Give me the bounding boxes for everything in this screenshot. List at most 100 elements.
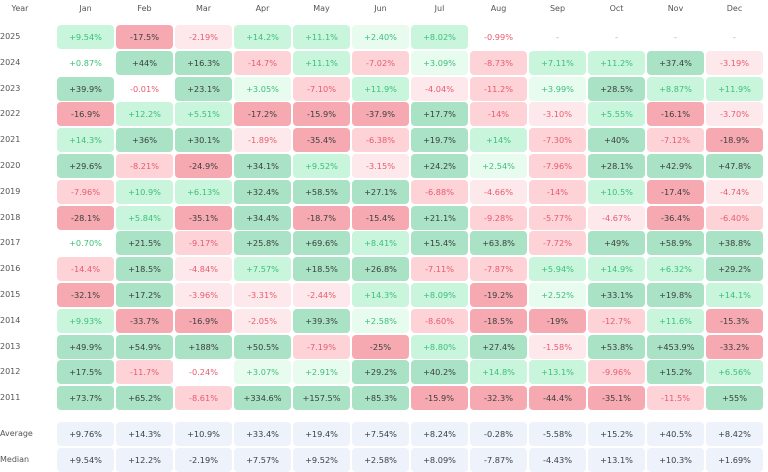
heatmap-cell: +14.1%	[706, 283, 763, 307]
heatmap-cell: -33.2%	[706, 334, 763, 359]
heatmap-cell: +6.56%	[706, 360, 763, 385]
heatmap-cell: -35.1%	[588, 386, 645, 411]
row-label-2016: 2016	[0, 264, 21, 274]
heatmap-cell: -15.9%	[411, 386, 468, 411]
heatmap-cell: +40.2%	[411, 360, 468, 385]
heatmap-cell: +9.52%	[293, 154, 350, 178]
summary-cell: +15.2%	[588, 422, 645, 446]
heatmap-cell: -2.19%	[175, 25, 232, 49]
heatmap-cell: -19%	[529, 308, 586, 333]
heatmap-cell: +49%	[588, 231, 645, 256]
heatmap-cell: +14.8%	[470, 360, 527, 385]
row-label-2017: 2017	[0, 238, 21, 248]
heatmap-cell: -37.9%	[352, 102, 409, 127]
heatmap-cell: -9.17%	[175, 231, 232, 256]
heatmap-cell: -14%	[529, 179, 586, 204]
heatmap-cell: +334.6%	[234, 386, 291, 411]
heatmap-cell: -18.9%	[706, 128, 763, 153]
heatmap-cell: +65.2%	[116, 386, 173, 411]
heatmap-cell: -7.72%	[529, 231, 586, 256]
heatmap-cell: +2.91%	[293, 360, 350, 385]
heatmap-cell: +7.11%	[529, 50, 586, 75]
heatmap-cell: +15.4%	[411, 231, 468, 256]
heatmap-cell: +5.51%	[175, 102, 232, 127]
heatmap-cell: -	[556, 32, 559, 42]
heatmap-cell: +8.41%	[352, 231, 409, 256]
heatmap-cell: -11.5%	[647, 386, 704, 411]
summary-cell: +40.5%	[647, 422, 704, 446]
heatmap-cell: -1.89%	[234, 128, 291, 153]
heatmap-cell: +55%	[706, 386, 763, 411]
heatmap-cell: -0.24%	[189, 367, 218, 378]
heatmap-cell: +19.7%	[411, 128, 468, 153]
row-label-2023: 2023	[0, 83, 21, 93]
summary-cell: -2.19%	[175, 448, 232, 472]
summary-cell: -4.43%	[529, 448, 586, 472]
column-header-jul: Jul	[434, 4, 445, 13]
heatmap-cell: +19.8%	[647, 283, 704, 307]
heatmap-cell: -6.40%	[706, 205, 763, 230]
row-label-2015: 2015	[0, 290, 21, 299]
heatmap-cell: -9.28%	[470, 205, 527, 230]
heatmap-cell: -3.70%	[706, 102, 763, 127]
heatmap-cell: +14.3%	[352, 283, 409, 307]
heatmap-cell: -18.7%	[293, 205, 350, 230]
heatmap-cell: +30.1%	[175, 128, 232, 153]
summary-label-median: Median	[0, 455, 30, 464]
heatmap-cell: +5.55%	[588, 102, 645, 127]
heatmap-cell: -3.31%	[234, 283, 291, 307]
summary-cell: +8.42%	[706, 422, 763, 446]
heatmap-cell: -4.67%	[588, 205, 645, 230]
heatmap-cell: +50.5%	[234, 334, 291, 359]
heatmap-cell: +3.09%	[411, 50, 468, 75]
heatmap-cell: +10.5%	[588, 179, 645, 204]
heatmap-cell: -0.01%	[130, 83, 159, 94]
heatmap-cell: -7.10%	[293, 76, 350, 101]
heatmap-cell: +2.52%	[529, 283, 586, 307]
heatmap-cell: +9.54%	[57, 25, 114, 49]
heatmap-cell: +11.9%	[706, 76, 763, 101]
heatmap-cell: +8.87%	[647, 76, 704, 101]
summary-cell: -5.58%	[529, 422, 586, 446]
row-label-2019: 2019	[0, 186, 21, 196]
heatmap-cell: +63.8%	[470, 231, 527, 256]
heatmap-cell: +5.84%	[116, 205, 173, 230]
heatmap-cell: +44%	[116, 50, 173, 75]
heatmap-cell: +188%	[175, 334, 232, 359]
column-header-sep: Sep	[549, 4, 566, 13]
heatmap-cell: +18.5%	[293, 257, 350, 282]
heatmap-cell: -1.58%	[529, 334, 586, 359]
summary-cell: +2.58%	[352, 448, 409, 472]
heatmap-cell: +14.9%	[588, 257, 645, 282]
heatmap-cell: +17.2%	[116, 283, 173, 307]
heatmap-cell: +5.94%	[529, 257, 586, 282]
heatmap-cell: -3.96%	[175, 283, 232, 307]
summary-label-average: Average	[0, 429, 33, 438]
column-header-apr: Apr	[255, 4, 270, 13]
heatmap-cell: -14.4%	[57, 257, 114, 282]
summary-cell: +14.3%	[116, 422, 173, 446]
heatmap-cell: +17.7%	[411, 102, 468, 127]
heatmap-cell: +54.9%	[116, 334, 173, 359]
heatmap-cell: -14%	[470, 102, 527, 127]
heatmap-cell: -4.66%	[470, 179, 527, 204]
heatmap-cell: +33.1%	[588, 283, 645, 307]
heatmap-cell: +21.5%	[116, 231, 173, 256]
column-header-oct: Oct	[609, 4, 624, 13]
heatmap-cell: +42.9%	[647, 154, 704, 178]
heatmap-cell: -9.96%	[588, 360, 645, 385]
heatmap-cell: -16.1%	[647, 102, 704, 127]
heatmap-cell: +2.40%	[352, 25, 409, 49]
heatmap-cell: -15.4%	[352, 205, 409, 230]
heatmap-cell: -4.74%	[706, 179, 763, 204]
heatmap-cell: -8.60%	[411, 308, 468, 333]
heatmap-cell: +157.5%	[293, 386, 350, 411]
heatmap-cell: -8.73%	[470, 50, 527, 75]
row-label-2011: 2011	[0, 393, 21, 403]
heatmap-cell: +6.32%	[647, 257, 704, 282]
heatmap-cell: +10.9%	[116, 179, 173, 204]
heatmap-cell: -7.12%	[647, 128, 704, 153]
heatmap-cell: -7.30%	[529, 128, 586, 153]
column-header-aug: Aug	[490, 4, 507, 13]
heatmap-cell: +28.1%	[588, 154, 645, 178]
